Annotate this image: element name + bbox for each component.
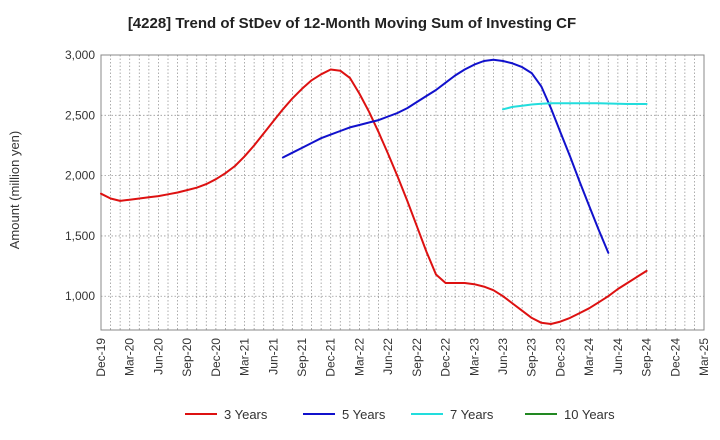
legend-label-10-years: 10 Years [564, 407, 615, 422]
chart-title: [4228] Trend of StDev of 12-Month Moving… [128, 15, 576, 32]
x-tick-label: Dec-20 [209, 338, 223, 377]
x-tick-label: Mar-20 [123, 338, 137, 376]
y-tick-label: 1,500 [65, 229, 95, 243]
x-tick-label: Jun-21 [266, 338, 280, 375]
x-tick-label: Dec-23 [553, 338, 567, 377]
legend: 3 Years 5 Years 7 Years 10 Years [185, 407, 615, 422]
y-axis: 1,000 1,500 2,000 2,500 3,000 [65, 48, 95, 303]
series-line-3-years [100, 68, 648, 325]
x-tick-label: Jun-22 [381, 338, 395, 375]
legend-label-5-years: 5 Years [342, 407, 386, 422]
x-tick-label: Sep-23 [525, 338, 539, 377]
x-tick-label: Dec-24 [668, 338, 682, 377]
y-tick-label: 3,000 [65, 48, 95, 62]
grid [100, 54, 705, 330]
x-tick-label: Dec-21 [324, 338, 338, 377]
x-tick-label: Mar-24 [582, 338, 596, 376]
series-lines [100, 58, 648, 325]
x-tick-label: Sep-22 [410, 338, 424, 377]
legend-label-3-years: 3 Years [224, 407, 268, 422]
y-tick-label: 1,000 [65, 289, 95, 303]
x-tick-label: Jun-23 [496, 338, 510, 375]
series-line-7-years [502, 102, 648, 111]
x-tick-label: Mar-21 [238, 338, 252, 376]
y-tick-label: 2,500 [65, 108, 95, 122]
x-tick-label: Mar-25 [697, 338, 711, 376]
x-tick-label: Sep-20 [180, 338, 194, 377]
series-line-5-years [281, 58, 610, 254]
x-tick-label: Jun-20 [151, 338, 165, 375]
plot-area [100, 54, 705, 331]
x-tick-label: Sep-21 [295, 338, 309, 377]
x-tick-label: Sep-24 [640, 338, 654, 377]
y-tick-label: 2,000 [65, 169, 95, 183]
x-tick-label: Mar-23 [467, 338, 481, 376]
y-axis-label: Amount (million yen) [7, 131, 22, 250]
x-tick-label: Dec-22 [439, 338, 453, 377]
x-tick-label: Jun-24 [611, 338, 625, 375]
legend-label-7-years: 7 Years [450, 407, 494, 422]
x-tick-label: Dec-19 [94, 338, 108, 377]
x-axis: Dec-19 Mar-20 Jun-20 Sep-20 Dec-20 Mar-21 Jun-… [94, 338, 711, 377]
x-tick-label: Mar-22 [352, 338, 366, 376]
